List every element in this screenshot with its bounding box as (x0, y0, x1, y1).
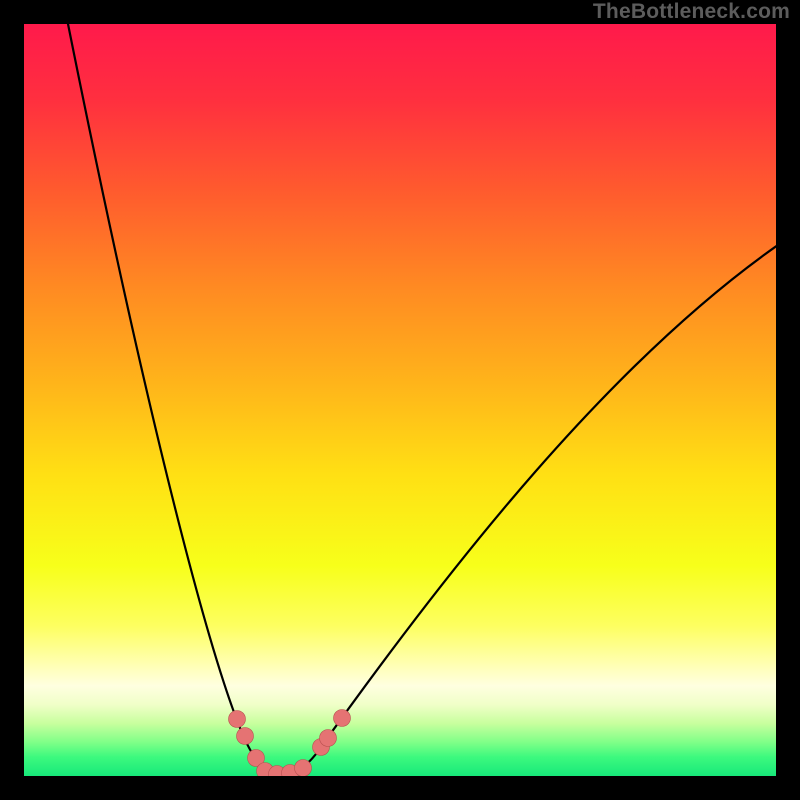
chart-frame: TheBottleneck.com (0, 0, 800, 800)
scatter-markers (229, 710, 351, 777)
curve-left-branch (66, 24, 254, 756)
marker-point (295, 760, 312, 777)
watermark-text: TheBottleneck.com (593, 0, 790, 24)
plot-area (24, 24, 776, 776)
marker-point (237, 728, 254, 745)
marker-point (334, 710, 351, 727)
curve-layer (24, 24, 776, 776)
marker-point (320, 730, 337, 747)
curve-right-branch (316, 234, 776, 754)
marker-point (229, 711, 246, 728)
